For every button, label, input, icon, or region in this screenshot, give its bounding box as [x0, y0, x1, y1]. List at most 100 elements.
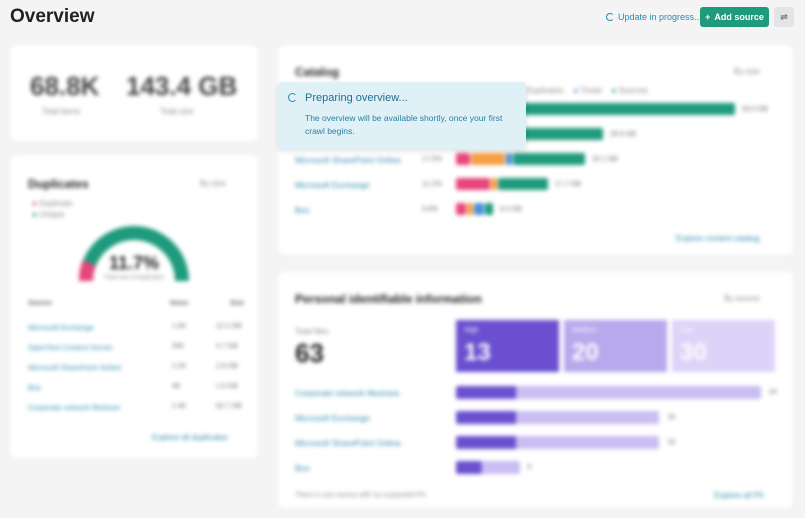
bar — [456, 436, 660, 449]
row-source[interactable]: Corporate network fileshare — [295, 388, 400, 398]
bar-segment — [513, 153, 585, 165]
row-source[interactable]: Box — [295, 463, 310, 473]
legend: Duplicates ● Trivial ● Sources — [526, 86, 648, 95]
spinner — [288, 93, 297, 102]
bar — [456, 411, 660, 424]
add-source-button[interactable]: + Add source — [700, 7, 769, 27]
row-source[interactable]: Microsoft SharePoint Online — [295, 155, 401, 165]
card-title: Duplicates — [28, 177, 89, 191]
row-size: 4.7 GB — [216, 343, 238, 350]
link[interactable]: Explore all duplicates — [152, 433, 228, 442]
level-count: 30 — [680, 339, 707, 366]
row-count: 16 — [667, 439, 676, 446]
legend-label: Unique — [39, 210, 65, 219]
column-header: Source — [28, 300, 52, 307]
level-name: Low — [680, 327, 693, 334]
row-percent: 17.5% — [422, 156, 442, 163]
page-title: Overview — [10, 6, 95, 27]
bar — [456, 386, 761, 399]
button-label: Add source — [714, 12, 764, 22]
bar-segment — [471, 153, 505, 165]
popup-message: The overview will be available shortly, … — [305, 113, 503, 136]
bar-segment — [456, 153, 470, 165]
link[interactable]: Explore content catalog — [676, 234, 760, 243]
total-label: Total files — [295, 327, 329, 336]
level-name: Medium — [572, 327, 597, 334]
popup-title: Preparing overview... — [305, 92, 408, 104]
pii-card: Personal identifiable information By sou… — [278, 272, 793, 508]
legend-label: Sources — [618, 86, 648, 95]
bar-segment — [474, 203, 484, 215]
legend-label: Duplicates — [526, 86, 564, 95]
row-source[interactable]: OpenText Content Server — [28, 343, 113, 352]
gauge-tip — [79, 260, 96, 282]
row-items: 2.4K — [172, 403, 187, 410]
row-source[interactable]: Microsoft Exchange — [295, 413, 370, 423]
row-source[interactable]: Microsoft SharePoint Online — [295, 438, 401, 448]
duplicates-card: Duplicates By size ● Duplicate ● Unique … — [10, 155, 258, 458]
row-count: 5 — [527, 464, 532, 471]
bar-segment — [506, 153, 512, 165]
row-source[interactable]: Microsoft Exchange — [295, 180, 370, 190]
stat-value: 143.4 GB — [126, 71, 238, 101]
column-header: Size — [230, 300, 245, 307]
row-size: 25.1 GB — [592, 156, 618, 163]
row-size: 63.0 GB — [742, 106, 768, 113]
status-text: Update in progress... — [618, 12, 702, 22]
level-tile: High 13 — [456, 320, 559, 372]
level-name: High — [464, 327, 479, 334]
row-source[interactable]: Corporate network fileshare — [28, 403, 121, 412]
level-count: 20 — [572, 339, 599, 366]
bar-segment — [498, 178, 548, 190]
row-source[interactable]: Box — [28, 383, 41, 392]
stat-label: Total size — [160, 107, 194, 116]
legend-label: Trivial — [580, 86, 602, 95]
row-items: 2.2K — [172, 363, 187, 370]
level-tile: Medium 20 — [564, 320, 667, 372]
stats-card: 68.8K Total items 143.4 GB Total size — [10, 45, 258, 141]
legend-item: ● Unique — [32, 210, 65, 219]
row-count: 16 — [667, 414, 676, 421]
card-title: Catalog — [295, 65, 340, 79]
bar-segment — [485, 203, 493, 215]
row-items: 48 — [172, 383, 180, 390]
sort: By size — [734, 67, 760, 76]
column-header: Items — [170, 300, 189, 307]
popup: Preparing overview... The overview will … — [278, 82, 526, 149]
row-size: 28.9 GB — [610, 131, 636, 138]
row-count: 24 — [769, 389, 777, 396]
status: Update in progress... — [606, 12, 702, 22]
gauge-value: 11.7% — [108, 253, 160, 273]
catalog-card: Catalog By size Duplicates ● Trivial ● S… — [278, 45, 793, 255]
row-source[interactable]: Microsoft SharePoint Online — [28, 363, 122, 372]
note: There is one source with no suspected PI… — [295, 492, 428, 499]
row-size: 12.2 GB — [216, 323, 242, 330]
row-size: 17.7 GB — [555, 181, 581, 188]
row-percent: 12.2% — [422, 181, 442, 188]
stat-value: 68.8K — [30, 71, 100, 101]
gauge-arc — [79, 226, 189, 282]
settings-button[interactable]: ⇌ — [774, 7, 794, 27]
card-title: Personal identifiable information — [295, 292, 482, 306]
bar-segment — [467, 203, 473, 215]
level-tile: Low 30 — [672, 320, 775, 372]
row-items: 593 — [172, 343, 184, 350]
row-items: 1.6K — [172, 323, 187, 330]
sort: By size — [200, 179, 226, 188]
row-source[interactable]: Box — [295, 205, 310, 215]
legend-label: Duplicate — [39, 199, 73, 208]
row-percent: 5.8% — [422, 206, 438, 213]
sort: By source — [724, 294, 760, 303]
row-size: 8.4 GB — [500, 206, 522, 213]
bar-segment — [491, 178, 497, 190]
stat-label: Total items — [42, 107, 81, 116]
level-count: 13 — [464, 339, 491, 366]
bar-segment — [456, 178, 490, 190]
gauge-caption: Total size of duplicates — [103, 275, 165, 281]
total-value: 63 — [295, 338, 324, 368]
link[interactable]: Explore all PII — [714, 491, 764, 500]
bar-segment — [517, 103, 735, 115]
legend-item: ● Duplicate — [32, 199, 73, 208]
row-source[interactable]: Microsoft Exchange — [28, 323, 94, 332]
